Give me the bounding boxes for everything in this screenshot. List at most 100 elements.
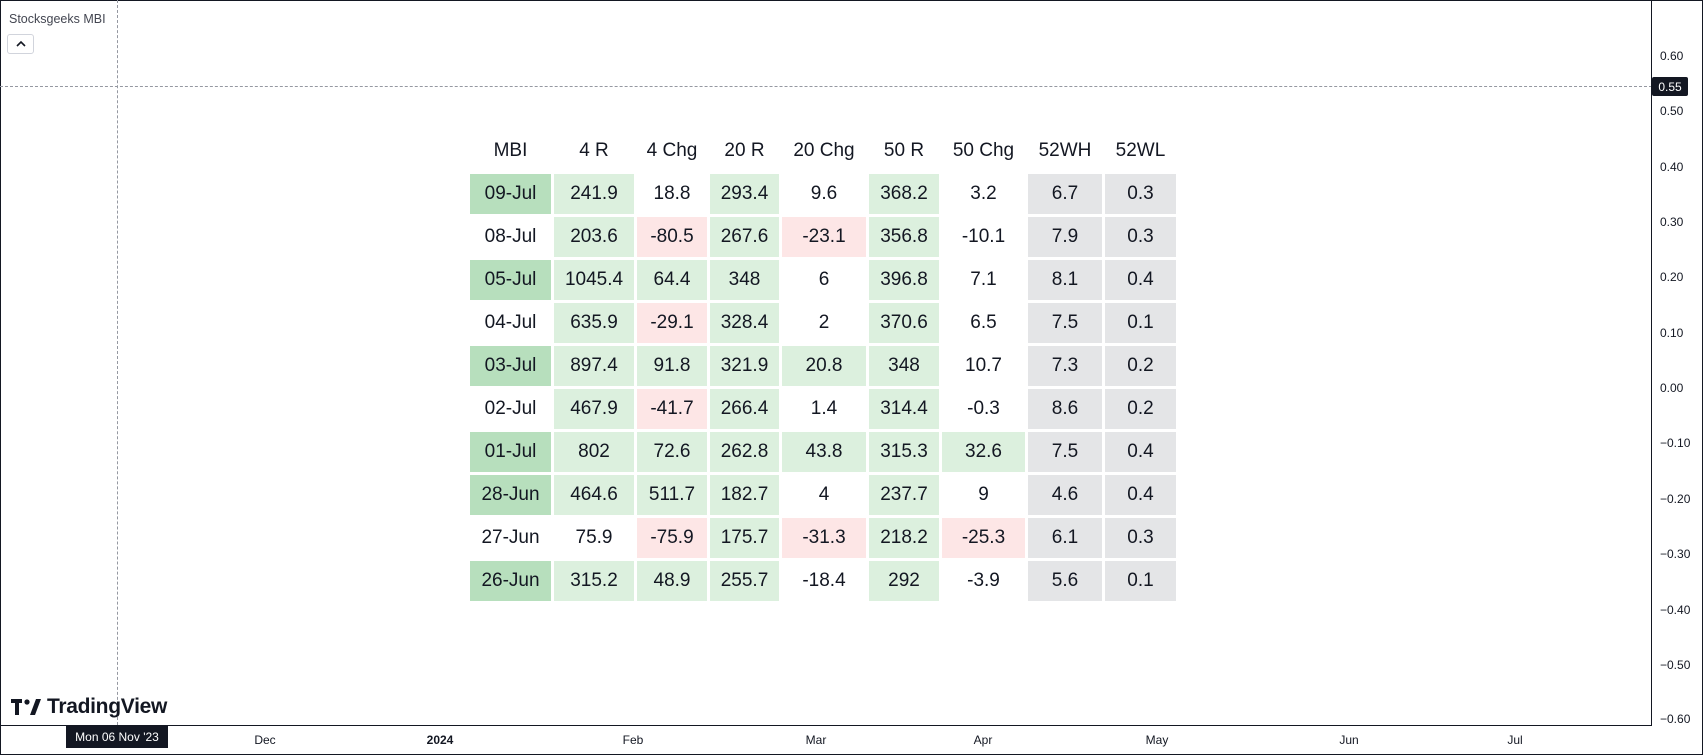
value-cell: 8.6: [1028, 389, 1102, 429]
value-cell: 72.6: [637, 432, 707, 472]
value-cell: 3.2: [942, 174, 1025, 214]
price-tick-label: −0.30: [1660, 547, 1691, 561]
price-tick-label: 0.50: [1660, 104, 1684, 118]
value-cell: 64.4: [637, 260, 707, 300]
table-row: 09-Jul 241.9 18.8 293.4 9.6 368.2 3.2 6.7 0.3: [470, 174, 1176, 214]
time-tick-label: Dec: [254, 733, 276, 747]
column-header: 50 Chg: [952, 140, 1015, 161]
value-cell: -41.7: [637, 389, 707, 429]
value-cell: 348: [869, 346, 939, 386]
column-header: MBI: [493, 140, 528, 161]
value-cell: -0.3: [942, 389, 1025, 429]
value-cell: 467.9: [554, 389, 634, 429]
value-cell: -10.1: [942, 217, 1025, 257]
value-cell: 8.1: [1028, 260, 1102, 300]
table-row: 03-Jul 897.4 91.8 321.9 20.8 348 10.7 7.3 0.2: [470, 346, 1176, 386]
time-tick-label: Apr: [973, 733, 993, 747]
time-axis[interactable]: Dec 2024 Feb Mar Apr May Jun Jul: [0, 725, 1652, 756]
chart-pane[interactable]: Stocksgeeks MBI: [1, 1, 1651, 724]
tradingview-logo-icon: [11, 698, 41, 716]
value-cell: 7.1: [942, 260, 1025, 300]
value-cell: 293.4: [710, 174, 779, 214]
table-header-row: MBI 4 R 4 Chg 20 R 20 Chg 50 R 50 Chg 52WH 52WL: [470, 131, 1176, 171]
indicator-title[interactable]: Stocksgeeks MBI: [9, 12, 106, 26]
value-cell: 802: [554, 432, 634, 472]
date-cell: 26-Jun: [470, 561, 551, 601]
table-row: 27-Jun 75.9 -75.9 175.7 -31.3 218.2 -25.3 6.1 0.…: [470, 518, 1176, 558]
price-tick-label: 0.60: [1660, 49, 1684, 63]
column-header: 4 Chg: [646, 140, 698, 161]
price-axis[interactable]: 0.60 0.50 0.40 0.30 0.20 0.10 0.00 −0.10 −0.20 −0…: [1651, 0, 1703, 726]
value-cell: 266.4: [710, 389, 779, 429]
price-tick-label: −0.60: [1660, 712, 1691, 726]
value-cell: 464.6: [554, 475, 634, 515]
value-cell: 7.5: [1028, 432, 1102, 472]
column-header: 20 Chg: [793, 140, 855, 161]
value-cell: 43.8: [782, 432, 866, 472]
table-row: 08-Jul 203.6 -80.5 267.6 -23.1 356.8 -10.1 7.9 0…: [470, 217, 1176, 257]
date-cell: 02-Jul: [470, 389, 551, 429]
time-tick-label: Feb: [622, 733, 644, 747]
value-cell: 0.3: [1105, 217, 1176, 257]
price-tick-label: −0.20: [1660, 492, 1691, 506]
column-header: 52WL: [1115, 140, 1166, 161]
value-cell: -23.1: [782, 217, 866, 257]
value-cell: 348: [710, 260, 779, 300]
chevron-up-icon: [15, 38, 26, 50]
table-row: 02-Jul 467.9 -41.7 266.4 1.4 314.4 -0.3 8.6 0.2: [470, 389, 1176, 429]
value-cell: -18.4: [782, 561, 866, 601]
date-cell: 05-Jul: [470, 260, 551, 300]
value-cell: 511.7: [637, 475, 707, 515]
value-cell: 314.4: [869, 389, 939, 429]
column-header: 4 R: [579, 140, 609, 161]
value-cell: 9.6: [782, 174, 866, 214]
value-cell: 0.4: [1105, 260, 1176, 300]
value-cell: 356.8: [869, 217, 939, 257]
value-cell: 0.2: [1105, 346, 1176, 386]
price-tick-label: −0.50: [1660, 658, 1691, 672]
value-cell: 292: [869, 561, 939, 601]
table-row: 04-Jul 635.9 -29.1 328.4 2 370.6 6.5 7.5 0.1: [470, 303, 1176, 343]
value-cell: 6: [782, 260, 866, 300]
time-tick-label: Jul: [1507, 733, 1523, 747]
value-cell: -80.5: [637, 217, 707, 257]
collapse-indicator-button[interactable]: [7, 34, 34, 54]
price-tick-label: 0.00: [1660, 381, 1684, 395]
table-row: 05-Jul 1045.4 64.4 348 6 396.8 7.1 8.1 0.4: [470, 260, 1176, 300]
value-cell: 48.9: [637, 561, 707, 601]
time-tick-label: 2024: [426, 733, 454, 747]
value-cell: 255.7: [710, 561, 779, 601]
value-cell: 6.1: [1028, 518, 1102, 558]
tradingview-logo[interactable]: TradingView: [11, 695, 167, 719]
value-cell: 0.2: [1105, 389, 1176, 429]
value-cell: 91.8: [637, 346, 707, 386]
date-cell: 08-Jul: [470, 217, 551, 257]
crosshair-vertical-line: [117, 0, 118, 725]
date-cell: 28-Jun: [470, 475, 551, 515]
date-cell: 01-Jul: [470, 432, 551, 472]
value-cell: 328.4: [710, 303, 779, 343]
value-cell: 237.7: [869, 475, 939, 515]
value-cell: 635.9: [554, 303, 634, 343]
value-cell: 0.3: [1105, 518, 1176, 558]
value-cell: -31.3: [782, 518, 866, 558]
value-cell: -75.9: [637, 518, 707, 558]
value-cell: 267.6: [710, 217, 779, 257]
table-row: 01-Jul 802 72.6 262.8 43.8 315.3 32.6 7.5 0.4: [470, 432, 1176, 472]
crosshair-price-label: 0.55: [1652, 77, 1688, 96]
value-cell: 4.6: [1028, 475, 1102, 515]
value-cell: -29.1: [637, 303, 707, 343]
value-cell: 0.3: [1105, 174, 1176, 214]
value-cell: 20.8: [782, 346, 866, 386]
price-tick-label: 0.30: [1660, 215, 1684, 229]
value-cell: 6.5: [942, 303, 1025, 343]
date-cell: 04-Jul: [470, 303, 551, 343]
value-cell: 370.6: [869, 303, 939, 343]
price-tick-label: 0.40: [1660, 160, 1684, 174]
value-cell: 7.5: [1028, 303, 1102, 343]
column-header: 20 R: [724, 140, 765, 161]
value-cell: 0.4: [1105, 475, 1176, 515]
value-cell: 10.7: [942, 346, 1025, 386]
value-cell: -3.9: [942, 561, 1025, 601]
